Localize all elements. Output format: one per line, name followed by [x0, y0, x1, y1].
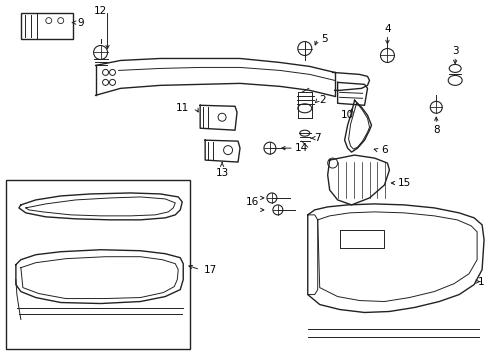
- Text: 2: 2: [319, 95, 325, 105]
- Text: 6: 6: [380, 145, 387, 155]
- Text: 12: 12: [94, 6, 107, 15]
- Bar: [6, 180, 190, 349]
- Text: 7: 7: [314, 133, 321, 143]
- Text: 4: 4: [384, 24, 390, 33]
- Text: 16: 16: [245, 197, 258, 207]
- Bar: [21, 13, 73, 39]
- Text: 10: 10: [340, 110, 353, 120]
- Text: 11: 11: [175, 103, 188, 113]
- Text: 1: 1: [477, 276, 484, 287]
- Text: 13: 13: [215, 168, 228, 178]
- Text: 9: 9: [77, 18, 84, 28]
- Text: 15: 15: [397, 178, 410, 188]
- Text: 8: 8: [432, 125, 439, 135]
- Text: 17: 17: [203, 265, 216, 275]
- Text: 3: 3: [451, 45, 458, 55]
- Text: 14: 14: [295, 143, 308, 153]
- Text: 5: 5: [321, 33, 327, 44]
